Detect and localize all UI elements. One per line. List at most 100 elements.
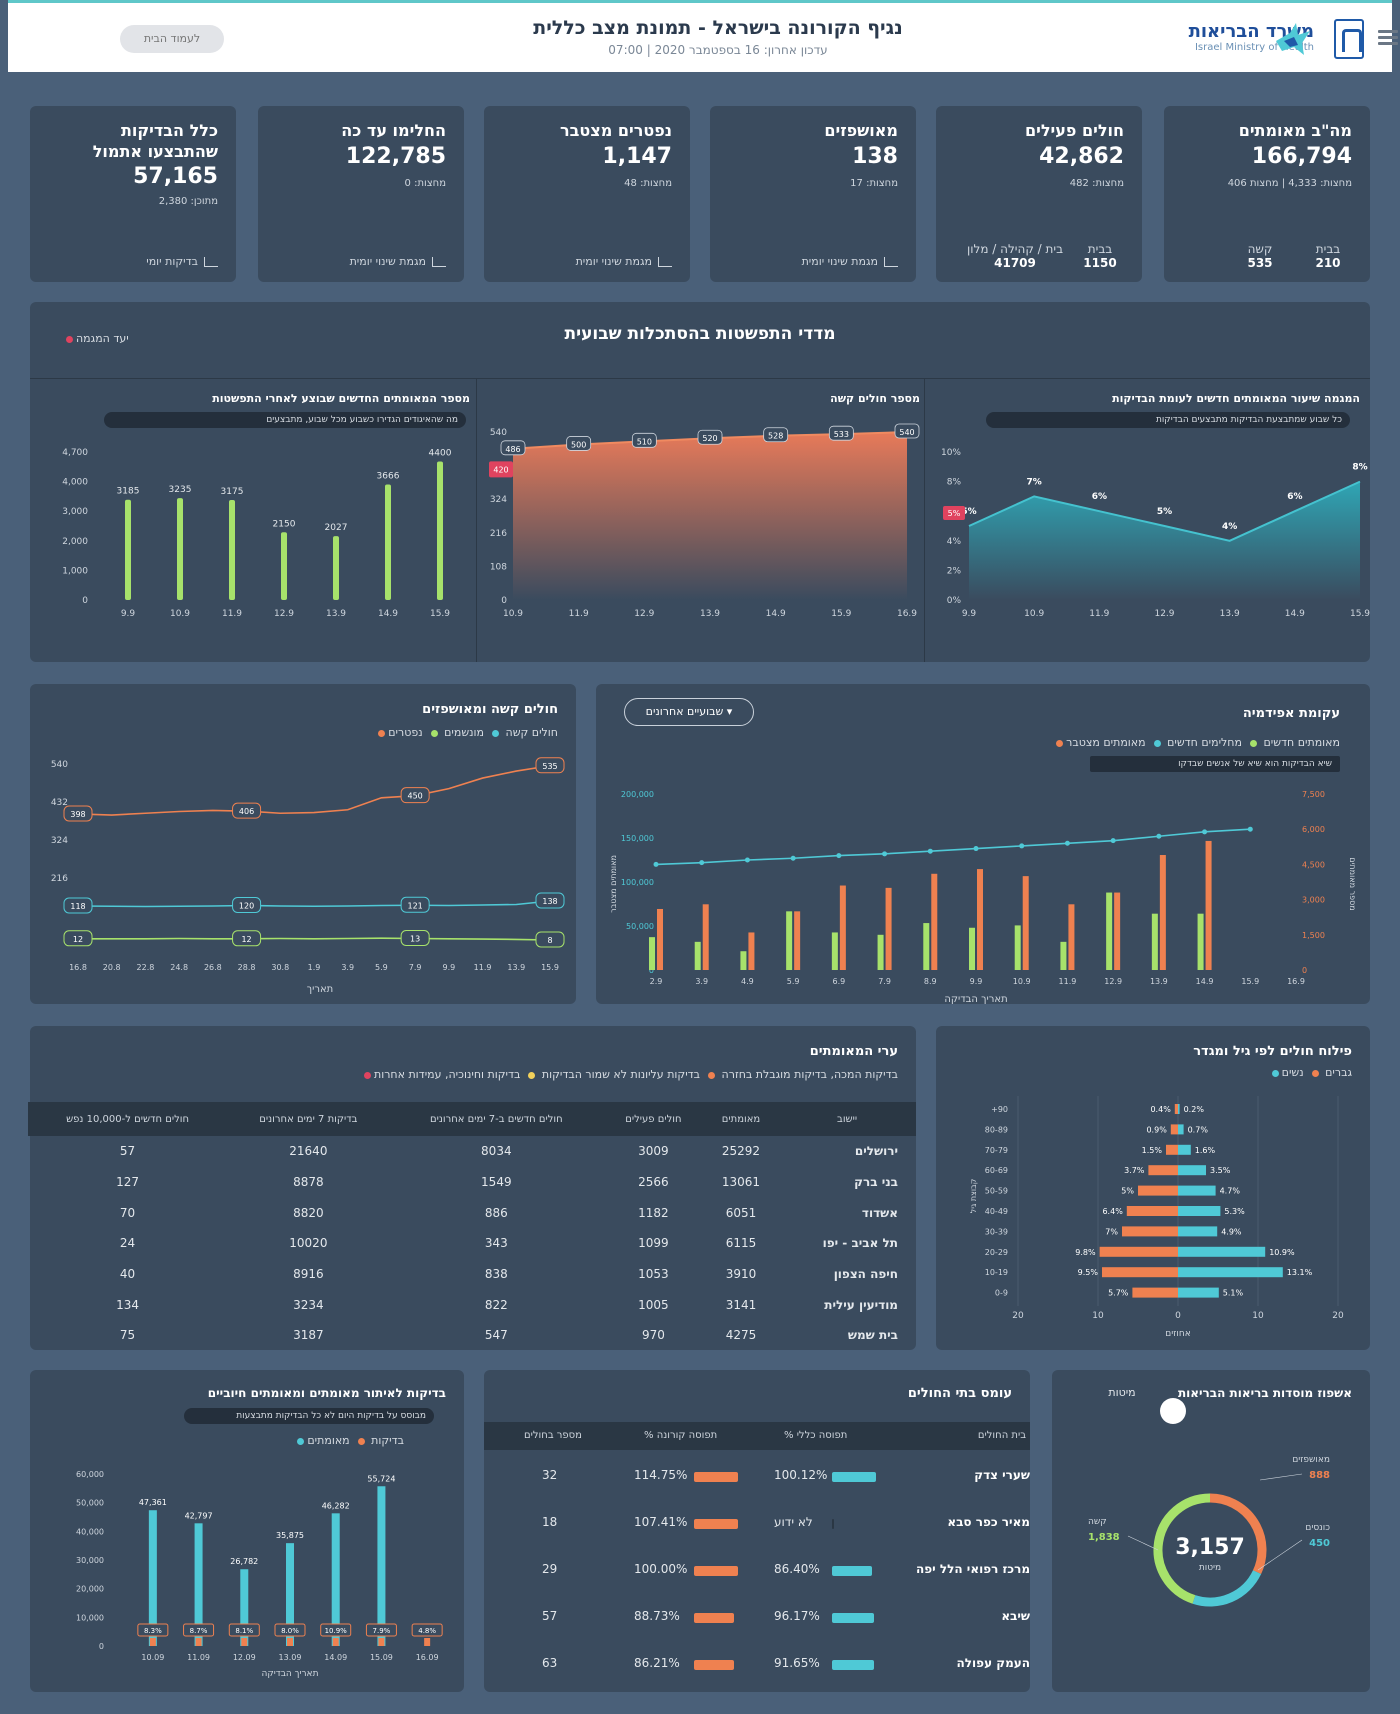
bar-men bbox=[1178, 1226, 1218, 1237]
hospital-name: מרכז רפואי הלל יפה bbox=[916, 1562, 1030, 1576]
table-cell: 2566 bbox=[638, 1175, 669, 1190]
x-tick-label: 11.9 bbox=[569, 609, 589, 619]
data-label: 3185 bbox=[117, 487, 140, 497]
x-axis-label: תאריך הבדיקה bbox=[944, 994, 1007, 1004]
table-row: בית שמש 4275 970 547 3187 75 bbox=[28, 1320, 916, 1351]
table-cell: 8034 bbox=[481, 1144, 512, 1159]
y-tick-label: 0 bbox=[82, 596, 88, 606]
pct-label: 8.7% bbox=[190, 1627, 208, 1635]
corona-occupancy-bar bbox=[694, 1519, 738, 1529]
data-point bbox=[535, 931, 565, 948]
patient-count: 18 bbox=[542, 1515, 558, 1529]
kpi-title: חולים פעילים bbox=[1024, 121, 1124, 140]
x-tick-label: 12.9 bbox=[1154, 609, 1174, 619]
x-tick-label: 16.8 bbox=[69, 963, 87, 972]
toggle-switch-icon[interactable] bbox=[1160, 1398, 1186, 1424]
bar-new-cases bbox=[794, 911, 801, 970]
y-tick-label: 50-59 bbox=[985, 1187, 1008, 1196]
hospital-name: העמק עפולה bbox=[956, 1656, 1030, 1670]
epi-curve-chart: 200,000 150,000 100,000 50,000 0 7,500 6,000 4,… bbox=[609, 790, 1357, 1004]
corona-occupancy-bar bbox=[694, 1472, 738, 1482]
trend-link[interactable]: בדיקות יומי bbox=[146, 255, 218, 268]
x-tick-label: 20.8 bbox=[103, 963, 121, 972]
hospital-name: שערי צדק bbox=[974, 1468, 1030, 1482]
data-point bbox=[232, 930, 262, 947]
x-tick-label: 12.9 bbox=[274, 609, 294, 619]
age-gender-title: פילוח חולים לפי גיל ומגדר bbox=[1193, 1044, 1352, 1059]
general-occupancy-bar bbox=[832, 1472, 876, 1482]
table-cell: 3009 bbox=[638, 1144, 669, 1159]
table-header-cell[interactable]: בדיקות 7 ימים אחרונים bbox=[227, 1102, 390, 1136]
table-header-cell[interactable]: יישוב bbox=[778, 1102, 916, 1136]
x-tick-label: 1.9 bbox=[308, 963, 321, 972]
beds-panel: אשפוז מוסדות בריאות הבריאות מיטות 3,157 מ… bbox=[1052, 1370, 1370, 1692]
bar-women bbox=[1170, 1124, 1178, 1135]
bar-recovered bbox=[1151, 913, 1158, 970]
x-tick-label: 15.9 bbox=[430, 609, 450, 619]
data-label: 4.7% bbox=[1220, 1187, 1241, 1196]
bar-new-cases bbox=[1068, 904, 1075, 970]
data-label: 3.5% bbox=[1210, 1166, 1231, 1175]
menu-icon[interactable] bbox=[1378, 27, 1398, 47]
pct-badge bbox=[320, 1623, 352, 1637]
table-header-cell[interactable]: חולים חדשים ל-10,000 נפש bbox=[28, 1102, 228, 1136]
x-tick-label: 13.9 bbox=[326, 609, 346, 619]
target-marker-label: 5% bbox=[948, 509, 961, 518]
pct-label: 4.8% bbox=[418, 1627, 436, 1635]
bar-women bbox=[1174, 1104, 1178, 1114]
table-header-cell[interactable]: חולים חדשים ב-7 ימים אחרונים bbox=[389, 1102, 604, 1136]
beds-title: אשפוז מוסדות בריאות הבריאות bbox=[1177, 1386, 1352, 1400]
trend-link[interactable]: מגמת שינוי יומית bbox=[350, 255, 446, 268]
bar bbox=[229, 500, 235, 600]
period-dropdown[interactable]: שבועיים אחרונים ▾ bbox=[624, 698, 754, 726]
bar-new-cases bbox=[1022, 876, 1029, 970]
y-left-tick-label: 200,000 bbox=[621, 790, 654, 799]
bar-positive bbox=[241, 1638, 248, 1646]
x-tick-label: 14.09 bbox=[324, 1653, 347, 1662]
trend-link[interactable]: מגמת שינוי יומית bbox=[802, 255, 898, 268]
data-point bbox=[232, 802, 262, 819]
y-tick-label: 2,000 bbox=[62, 537, 88, 547]
table-cell: ירושלים bbox=[854, 1144, 898, 1159]
table-header-cell[interactable]: חולים פעילים bbox=[603, 1102, 704, 1136]
target-marker bbox=[489, 461, 513, 478]
x-axis-label: תאריך הבדיקה bbox=[262, 1669, 319, 1679]
table-header-cell[interactable]: מאומתים bbox=[703, 1102, 779, 1136]
donut-center-label: מיטות bbox=[1199, 1563, 1221, 1573]
x-tick-label: 3.9 bbox=[341, 963, 354, 972]
y-tick-label: 3,000 bbox=[62, 507, 88, 517]
state-emblem-icon bbox=[1334, 19, 1364, 59]
severe-line-panel: חולים קשה ומאושפזים חולים קשה מונשמים נפ… bbox=[30, 684, 576, 1004]
hospital-name: שיבא bbox=[1001, 1609, 1030, 1623]
general-occupancy-bar bbox=[832, 1613, 874, 1623]
kpi-value: 138 bbox=[852, 144, 898, 169]
table-cell: 838 bbox=[484, 1267, 508, 1282]
area-fill bbox=[513, 432, 907, 600]
x-tick-label: 7.9 bbox=[409, 963, 422, 972]
epi-curve-note: שיא הבדיקות הוא שיא של אנשים שבדקו bbox=[1090, 756, 1340, 772]
tests-legend: בדיקות מאומתים bbox=[289, 1434, 404, 1447]
bar-new-cases bbox=[977, 869, 983, 970]
x-tick-label: 10.9 bbox=[1024, 609, 1044, 619]
data-label: 3666 bbox=[377, 472, 400, 482]
table-cell: בני ברק bbox=[854, 1175, 898, 1190]
weekly-chart2-title: מספר חולים קשה bbox=[830, 392, 920, 405]
x-tick-label: 14.9 bbox=[378, 609, 398, 619]
x-tick-label: 14.9 bbox=[1196, 977, 1214, 986]
home-pill-button[interactable]: לעמוד הבית bbox=[120, 25, 224, 53]
x-tick-label: 11.9 bbox=[1059, 977, 1077, 986]
beds-toggle-label[interactable]: מיטות bbox=[1108, 1386, 1136, 1399]
trend-link[interactable]: מגמת שינוי יומית bbox=[576, 255, 672, 268]
data-label: 510 bbox=[637, 437, 652, 446]
y-tick-label: 540 bbox=[51, 760, 68, 770]
cumulative-point bbox=[699, 860, 705, 866]
bar-men bbox=[1178, 1124, 1184, 1135]
data-label: 398 bbox=[70, 810, 85, 819]
table-cell: 10020 bbox=[289, 1236, 328, 1251]
bar-positive bbox=[332, 1638, 339, 1646]
x-tick-label: 15.9 bbox=[1350, 609, 1370, 619]
data-point bbox=[828, 425, 854, 441]
x-tick-label: 5.9 bbox=[787, 977, 800, 986]
data-label: 5% bbox=[961, 507, 976, 517]
